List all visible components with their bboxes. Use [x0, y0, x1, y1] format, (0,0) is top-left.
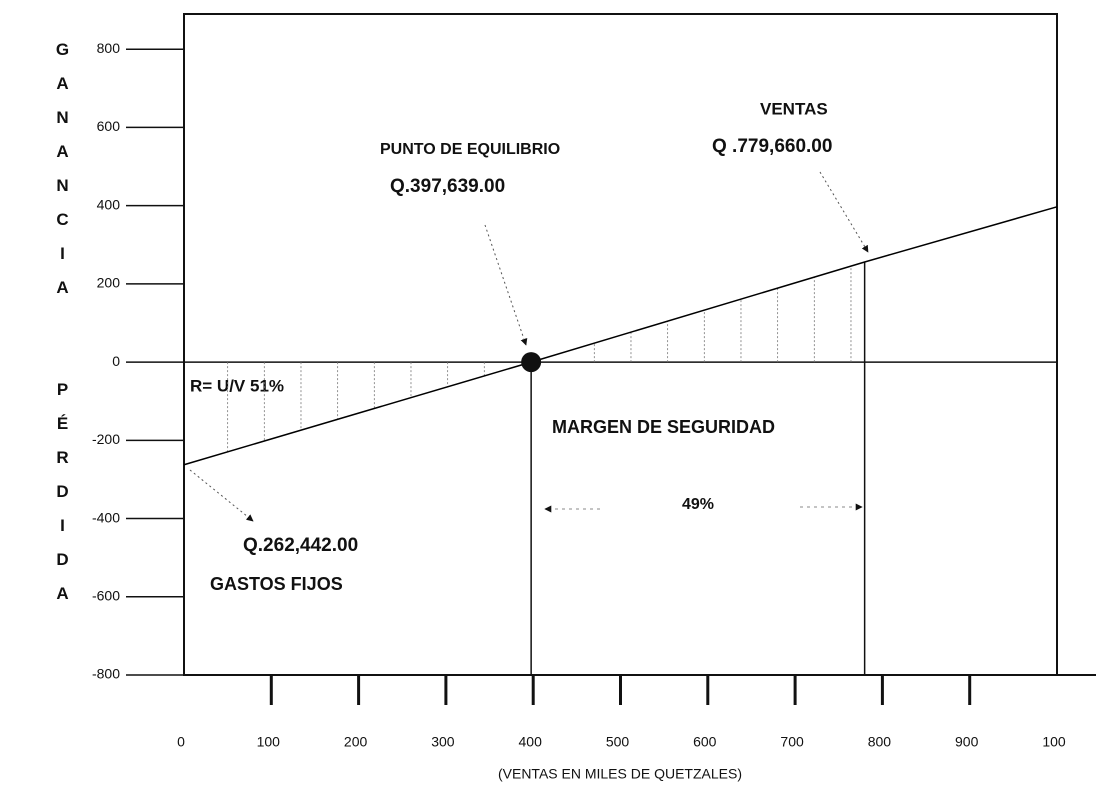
y-tick-label: -800 — [92, 666, 120, 682]
annotation: Q.397,639.00 — [390, 176, 505, 197]
y-tick-label: 0 — [112, 353, 120, 369]
y-tick-label: 400 — [97, 196, 121, 212]
annotation: MARGEN DE SEGURIDAD — [552, 417, 775, 437]
y-tick-label: -200 — [92, 431, 120, 447]
annotation: GASTOS FIJOS — [210, 574, 343, 594]
x-tick-label: 300 — [431, 734, 455, 750]
annotation: PUNTO DE EQUILIBRIO — [380, 141, 560, 158]
annotation: R= U/V 51% — [190, 376, 284, 395]
y-tick-label: 800 — [97, 40, 121, 56]
break-even-point — [521, 352, 542, 373]
y-label-top: GANANCIA — [53, 40, 72, 312]
arrow — [189, 469, 254, 522]
arrow — [819, 171, 869, 253]
x-tick-label: 500 — [606, 734, 630, 750]
x-tick-label: 200 — [344, 734, 368, 750]
y-tick-label: 600 — [97, 118, 121, 134]
x-tick-label: 700 — [780, 734, 804, 750]
x-tick-label: 600 — [693, 734, 717, 750]
x-tick-label: 800 — [868, 734, 892, 750]
y-tick-label: -400 — [92, 509, 120, 525]
x-tick-label: 400 — [519, 734, 543, 750]
y-tick-label: 200 — [97, 275, 121, 291]
x-tick-label: 100 — [257, 734, 281, 750]
annotation: Q .779,660.00 — [712, 136, 832, 157]
annotation: VENTAS — [760, 99, 828, 118]
x-tick-label: 900 — [955, 734, 979, 750]
x-tick-label: 100 — [1042, 734, 1066, 750]
annotation: Q.262,442.00 — [243, 535, 358, 556]
y-label-bottom: PÉRDIDA — [53, 380, 72, 618]
x-tick-label: 0 — [177, 734, 185, 750]
annotation: 49% — [682, 496, 714, 513]
y-tick-label: -600 — [92, 587, 120, 603]
x-axis-label: (VENTAS EN MILES DE QUETZALES) — [498, 766, 742, 782]
profit-line — [183, 206, 1058, 466]
arrow — [484, 224, 528, 346]
